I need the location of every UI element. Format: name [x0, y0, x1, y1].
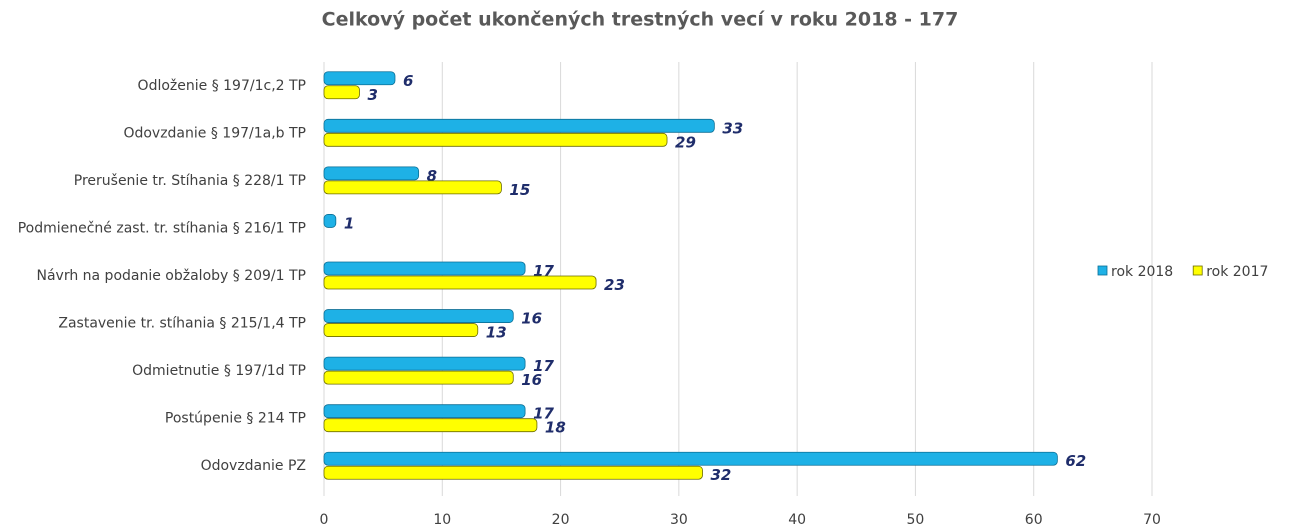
x-tick-label: 40 [788, 512, 806, 528]
value-label: 1 [344, 214, 354, 232]
legend-label: rok 2018 [1111, 264, 1173, 280]
bar [323, 214, 337, 228]
y-tick-label: Odovzdanie § 197/1a,b TP [123, 125, 306, 141]
value-label: 33 [722, 119, 743, 137]
x-tick-label: 20 [552, 512, 570, 528]
value-label: 17 [533, 262, 554, 280]
bar [323, 261, 526, 276]
value-label: 32 [711, 466, 732, 484]
value-label: 62 [1065, 452, 1086, 470]
y-tick-label: Návrh na podanie obžaloby § 209/1 TP [36, 268, 306, 284]
x-tick-label: 60 [1025, 512, 1043, 528]
value-label: 29 [675, 133, 696, 151]
y-tick-label: Postúpenie § 214 TP [165, 411, 306, 427]
bar [323, 166, 420, 181]
y-tick-label: Prerušenie tr. Stíhania § 228/1 TP [74, 173, 306, 189]
bar [323, 275, 597, 290]
value-label: 15 [509, 181, 530, 199]
x-tick-label: 70 [1143, 512, 1161, 528]
bar [323, 309, 514, 323]
bar [323, 356, 526, 371]
bar [323, 180, 502, 195]
bar [323, 404, 526, 419]
bar [323, 418, 538, 433]
x-tick-label: 30 [670, 512, 688, 528]
x-tick-label: 50 [907, 512, 925, 528]
value-label: 16 [521, 310, 542, 328]
y-tick-label: Odmietnutie § 197/1d TP [132, 363, 306, 379]
bar [323, 465, 703, 480]
x-tick-label: 10 [433, 512, 451, 528]
value-label: 16 [521, 371, 542, 389]
y-tick-label: Zastavenie tr. stíhania § 215/1,4 TP [58, 316, 306, 332]
y-tick-label: Odovzdanie PZ [201, 458, 306, 474]
value-label: 13 [486, 324, 507, 342]
value-label: 23 [604, 276, 625, 294]
value-label: 3 [367, 86, 377, 104]
value-label: 17 [533, 357, 554, 375]
legend-swatch [1097, 265, 1108, 276]
legend-label: rok 2017 [1206, 264, 1268, 280]
bar [323, 370, 514, 385]
chart-title: Celkový počet ukončených trestných vecí … [322, 9, 959, 31]
value-label: 18 [545, 419, 566, 437]
y-tick-label: Podmienečné zast. tr. stíhania § 216/1 T… [18, 220, 306, 236]
bar [323, 118, 715, 133]
y-tick-label: Odloženie § 197/1c,2 TP [138, 78, 306, 94]
value-label: 17 [533, 405, 554, 423]
value-label: 8 [427, 167, 437, 185]
bar [323, 451, 1058, 466]
legend-swatch [1192, 265, 1203, 276]
x-tick-label: 0 [320, 512, 329, 528]
bar [323, 71, 396, 86]
value-label: 6 [403, 72, 413, 90]
bar [323, 132, 668, 147]
bar [323, 323, 479, 337]
bar [323, 85, 360, 100]
